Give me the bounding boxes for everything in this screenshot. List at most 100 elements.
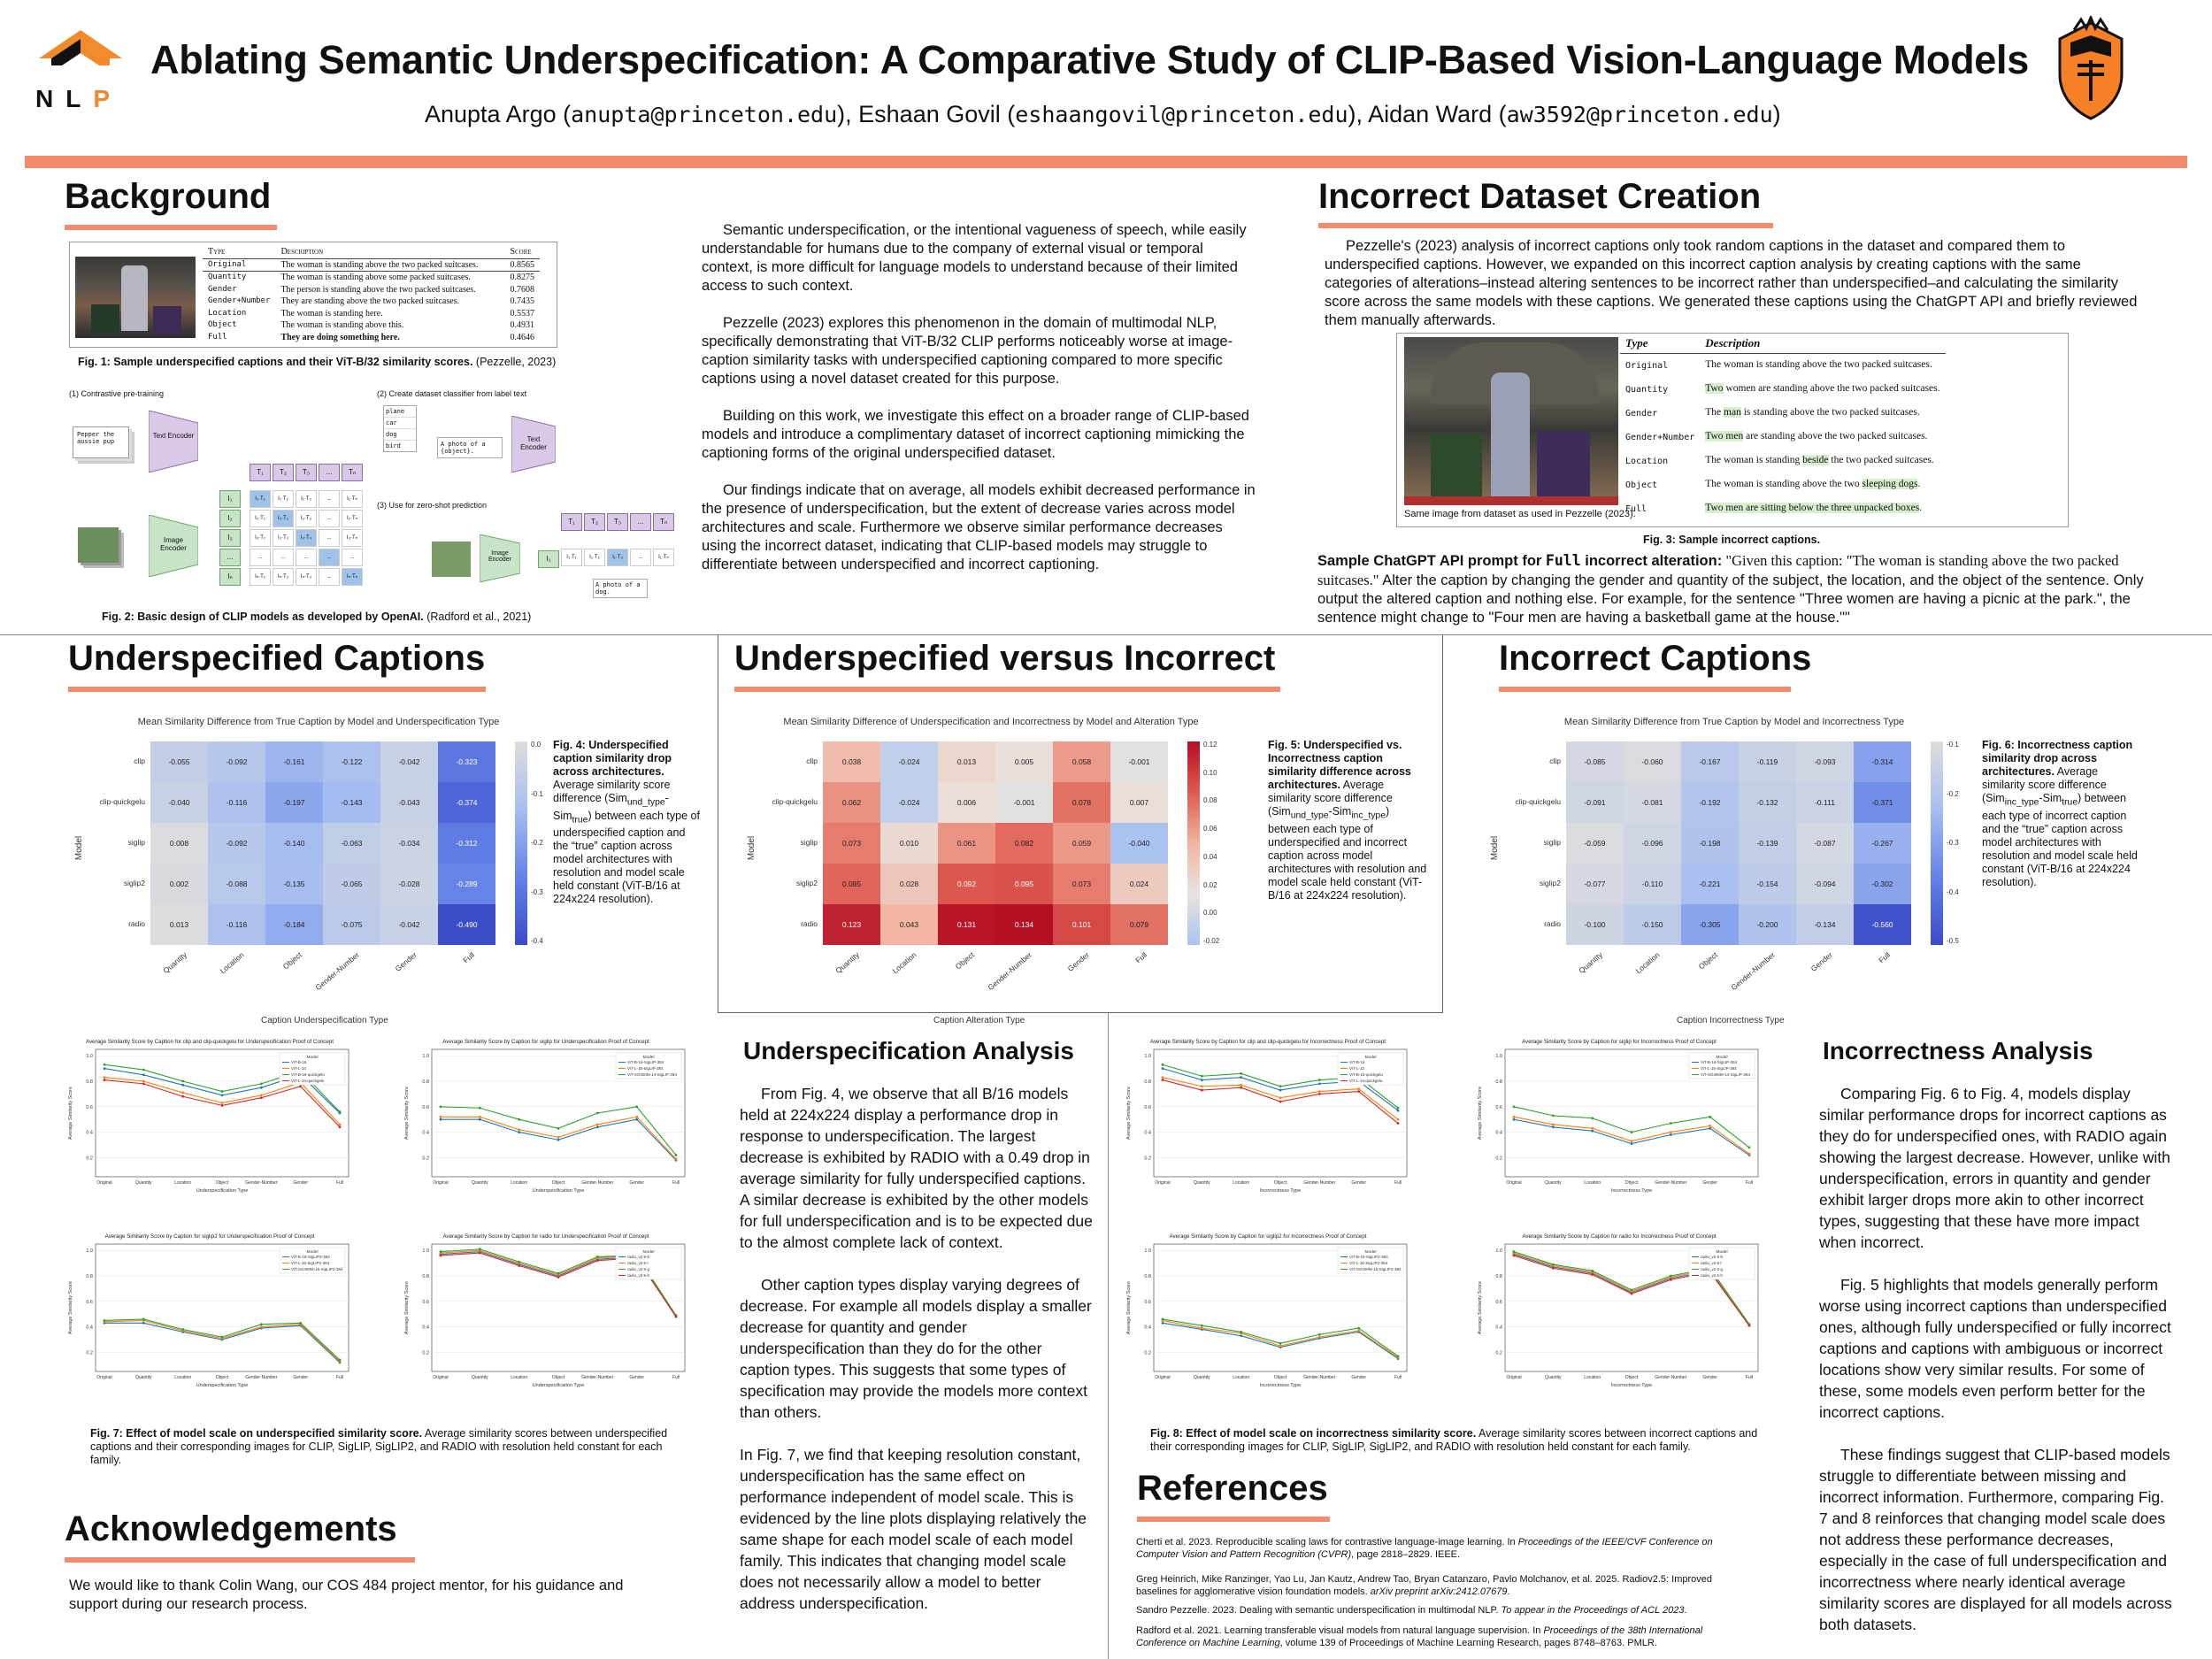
fig8-siglip-line-chart: Average Similarity Score by Caption for … [1473,1035,1765,1212]
data-point [259,1323,263,1326]
fig7-siglip-line-chart: Average Similarity Score by Caption for … [400,1035,692,1212]
data-point [338,1123,342,1126]
data-point [1591,1269,1594,1272]
data-point [338,1110,342,1113]
data-point [220,1102,224,1104]
table-row: Quantity The woman is standing above some… [208,273,534,282]
y-tick-label: 0.8 [1495,1274,1502,1279]
heatmap-cell: -0.161 [265,741,323,782]
data-point [1630,1292,1633,1295]
x-tick-label: Gender-Number [581,1180,613,1186]
author-email: aw3592@princeton.edu [1506,102,1773,127]
matrix-cell: I₃·T₃ [296,529,317,547]
legend-entry: ViT-SO400M-14-SigLIP-384 [627,1072,677,1077]
prompt-template: A photo of a {object}. [437,437,503,458]
legend-entry: ViT-L-16-SigLIP-384 [1701,1066,1737,1071]
legend-entry: ViT-L-14 [1349,1066,1364,1071]
x-tick-label: Object [216,1375,229,1380]
data-point [1669,1274,1672,1278]
heatmap-cell: -0.192 [1681,782,1739,823]
line-chart-title: Average Similarity Score by Caption for … [1150,1039,1386,1045]
data-point [518,1118,521,1121]
heatmap-cell: -0.065 [323,864,380,904]
matrix-cell: I₂·T₁ [250,510,271,527]
data-point [1240,1083,1243,1087]
heatmap-cell: -0.091 [1566,782,1624,823]
x-tick-label: Object [1625,1375,1639,1380]
x-tick-label: Location [1233,1180,1249,1186]
legend-entry: ViT-L-16-SigLIP-384 [627,1066,664,1071]
t-cell: ... [630,513,651,531]
data-point [1747,1152,1751,1156]
matrix-row: Iₙ·T₁ Iₙ·T₂ Iₙ·T₃... Iₙ·Tₙ [250,568,365,588]
colorbar-tick: 0.06 [1203,825,1217,833]
data-point [1161,1079,1164,1081]
data-point [1317,1090,1321,1093]
data-point [1279,1088,1282,1092]
data-point [1357,1087,1361,1091]
y-tick-label: 0.2 [422,1350,429,1356]
heatmap-cell: -0.116 [208,904,265,945]
x-tick-label: Gender-Number [245,1180,277,1186]
heatmap-cell: -0.132 [1739,782,1796,823]
heatmap-cell: -0.060 [1624,741,1681,782]
fig6-heatmap: Mean Similarity Difference from True Cap… [1486,708,1982,1025]
heatmap-cell: -0.184 [265,904,323,945]
heatmap-cell: -0.042 [380,904,438,945]
data-point [635,1118,639,1121]
heatmap-row-label: radio [801,919,818,928]
y-tick-label: 0.2 [86,1156,93,1161]
diagram-label: (3) Use for zero-shot prediction [377,501,488,510]
data-point [1709,1115,1712,1118]
plot-frame [1153,1243,1408,1372]
matrix-cell: I₃·T₂ [273,529,294,547]
data-point [557,1135,560,1139]
heatmap-cell: -0.119 [1739,741,1796,782]
x-tick-label: Quantity [1545,1180,1562,1186]
data-point [1591,1129,1594,1133]
heatmap-cell: -0.267 [1854,823,1911,864]
data-point [478,1115,481,1118]
data-point [1630,1288,1633,1292]
poster-title: Ablating Semantic Underspecification: A … [150,37,2029,82]
heatmap-cell: 0.101 [1053,904,1110,945]
heatmap-cell: -0.302 [1854,864,1911,904]
heatmap-row-label: clip-quickgelu [1515,797,1562,806]
matrix-cell: I₁·T₁ [250,490,271,508]
heatmap-cell: 0.038 [823,741,880,782]
heatmap-cell: -0.085 [1566,741,1624,782]
heatmap-row-label: siglip2 [795,879,818,887]
fig7-caption: Fig. 7: Effect of model scale on undersp… [90,1427,668,1466]
y-tick-label: 1.0 [1495,1248,1502,1254]
heatmap-cell: -0.150 [1624,904,1681,945]
data-point [1161,1067,1164,1070]
text-encoder-shape-2 [511,416,556,472]
legend-entry: radio_v2.5-l [1701,1261,1722,1265]
line-chart-svg: Average Similarity Score by Caption for … [1478,1039,1759,1194]
y-tick-label: 0.4 [1144,1131,1151,1136]
data-point [1200,1074,1203,1078]
legend-box [1337,1052,1404,1086]
heatmap-row-label: clip-quickgelu [772,797,818,806]
data-point [1551,1123,1555,1126]
heatmap-cell: 0.062 [823,782,880,823]
fig5-caption: Fig. 5: Underspecified vs. Incorrectness… [1268,739,1427,902]
fig3-caption: Fig. 3: Sample incorrect captions. [1643,534,1821,546]
data-point [1240,1071,1243,1075]
heatmap-y-axis-label: Model [747,835,757,861]
heatmap-row-label: radio [128,919,145,928]
heatmap-y-axis-label: Model [74,835,85,861]
data-point [439,1118,442,1121]
references-title: References [1137,1469,1328,1508]
heatmap-row-label: clip-quickgelu [99,797,146,806]
heatmap-row-label: siglip [1543,838,1561,847]
reference-item: Cherti et al. 2023. Reproducible scaling… [1136,1537,1713,1560]
heatmap-cell: -0.305 [1681,904,1739,945]
plot-frame [95,1243,349,1372]
data-point [1512,1115,1516,1118]
x-tick-label: Gender-Number [245,1375,277,1380]
heatmap-cell: 0.073 [823,823,880,864]
label-list: plane car dog bird [383,405,417,452]
legend-title: Model [1716,1249,1727,1255]
fig5-heatmap: Mean Similarity Difference of Underspeci… [743,708,1239,1025]
